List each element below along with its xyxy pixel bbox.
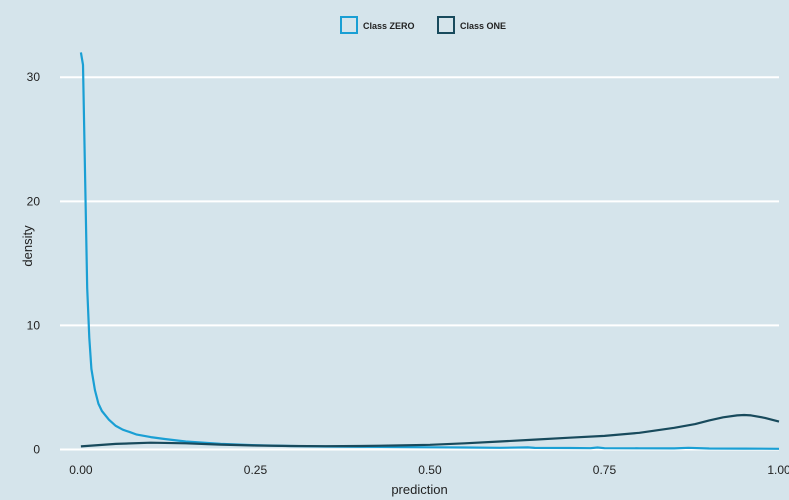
series-lines xyxy=(79,52,780,450)
x-tick-label: 0.50 xyxy=(418,463,442,477)
y-tick-label: 0 xyxy=(33,443,40,457)
series-line-0 xyxy=(79,52,780,450)
x-tick-label: 1.00 xyxy=(767,463,789,477)
gridlines xyxy=(60,76,779,451)
y-tick-label: 10 xyxy=(27,318,41,332)
legend-key-0 xyxy=(340,16,358,34)
x-axis-title: prediction xyxy=(391,482,447,497)
x-tick-label: 0.75 xyxy=(593,463,617,477)
x-tick-label: 0.25 xyxy=(244,463,268,477)
x-tick-label: 0.00 xyxy=(69,463,93,477)
y-tick-label: 30 xyxy=(27,70,41,84)
legend-label-0: Class ZERO xyxy=(363,21,415,31)
y-axis-title: density xyxy=(20,225,35,267)
series-line-1 xyxy=(80,413,780,448)
legend-key-1 xyxy=(437,16,455,34)
y-tick-label: 20 xyxy=(27,194,41,208)
legend: Class ZERO Class ONE xyxy=(340,16,506,34)
y-axis-ticks: 0 10 20 30 xyxy=(27,70,41,456)
x-axis-ticks: 0.00 0.25 0.50 0.75 1.00 xyxy=(69,463,789,477)
legend-label-1: Class ONE xyxy=(460,21,506,31)
